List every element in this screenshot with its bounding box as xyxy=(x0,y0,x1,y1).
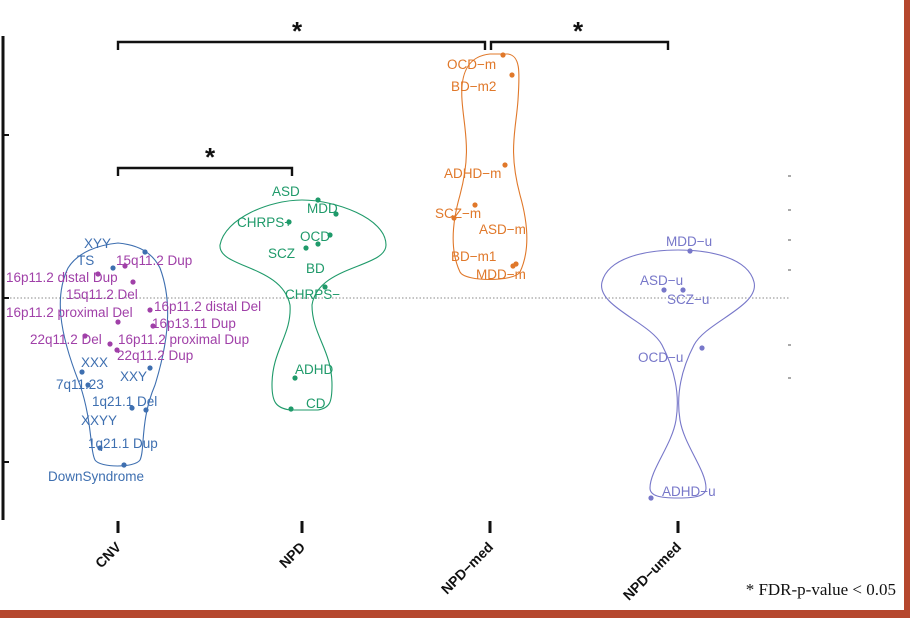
point-label-bd-m1: BD−m1 xyxy=(451,249,496,264)
data-point-cnv-16p11-2-proximal-del xyxy=(115,319,121,325)
point-label-adhd: ADHD xyxy=(295,362,334,377)
data-point-npd-med-asd-m xyxy=(451,215,457,221)
significance-bracket xyxy=(489,40,670,50)
data-point-cnv-downsyndrome xyxy=(121,462,127,468)
point-label-scz-u: SCZ−u xyxy=(667,292,709,307)
significance-star: * xyxy=(573,16,584,46)
data-point-npd-asd xyxy=(315,197,321,203)
data-point-npd-med-ocd-m xyxy=(500,52,506,58)
x-label-cnv: CNV xyxy=(92,538,125,571)
point-label-15q11-2-del: 15q11.2 Del xyxy=(66,287,138,302)
data-point-npd-umed-adhd-u xyxy=(648,495,654,501)
x-label-npd-med: NPD−med xyxy=(438,539,496,597)
point-label-16p11-2-distal-dup: 16p11.2 distal Dup xyxy=(6,270,118,285)
point-label-ocd-m: OCD−m xyxy=(447,57,496,72)
data-point-cnv-xxy xyxy=(147,365,153,371)
point-label-adhd-m: ADHD−m xyxy=(444,166,501,181)
point-label-adhd-u: ADHD−u xyxy=(662,484,716,499)
point-label-15q11-2-dup: 15q11.2 Dup xyxy=(116,253,192,268)
violin-npd-med xyxy=(452,53,528,280)
data-point-cnv-xxx xyxy=(79,369,85,375)
data-point-cnv-15q11-2-dup xyxy=(122,263,128,269)
point-label-mdd: MDD xyxy=(307,201,338,216)
point-label-16p11-2-proximal-del: 16p11.2 proximal Del xyxy=(6,305,133,320)
data-point-cnv-16p11-2-distal-del xyxy=(147,307,153,313)
significance-bracket xyxy=(116,166,294,176)
point-label-scz: SCZ xyxy=(268,246,295,261)
data-point-npd-umed-asd-u xyxy=(661,287,667,293)
point-label-bd-m2: BD−m2 xyxy=(451,79,496,94)
point-label-asd: ASD xyxy=(272,184,300,199)
footnote: * FDR-p-value < 0.05 xyxy=(745,580,896,599)
point-label-mdd-m: MDD−m xyxy=(476,267,526,282)
point-label-22q11-2-del: 22q11.2 Del xyxy=(30,332,102,347)
point-label-chrps: CHRPS+ xyxy=(237,215,292,230)
data-point-cnv-1q21-1-del xyxy=(129,405,135,411)
point-label-16p11-2-proximal-dup: 16p11.2 proximal Dup xyxy=(118,332,249,347)
data-point-npd-mdd xyxy=(333,211,339,217)
frame-border-right xyxy=(904,0,910,618)
data-point-cnv-22q11-2-del xyxy=(82,333,88,339)
point-label-ocd: OCD xyxy=(300,229,330,244)
data-point-cnv-15q11-2-del xyxy=(130,279,136,285)
data-point-npd-adhd xyxy=(292,375,298,381)
data-point-cnv-xyy xyxy=(142,249,148,255)
point-label-downsyndrome: DownSyndrome xyxy=(48,469,144,484)
point-label-chrps: CHRPS− xyxy=(285,287,340,302)
data-point-npd-bd xyxy=(327,232,333,238)
data-point-npd-med-mdd-m xyxy=(510,263,516,269)
data-point-npd-chrps xyxy=(286,219,292,225)
point-label-cd: CD xyxy=(306,396,326,411)
point-label-22q11-2-dup: 22q11.2 Dup xyxy=(117,348,193,363)
point-label-mdd-u: MDD−u xyxy=(666,234,712,249)
data-point-cnv-7q11-23 xyxy=(85,382,91,388)
data-point-npd-umed-scz-u xyxy=(680,287,686,293)
frame-border-bottom xyxy=(0,610,910,618)
point-label-16p11-2-distal-del: 16p11.2 distal Del xyxy=(154,299,261,314)
point-label-1q21-1-del: 1q21.1 Del xyxy=(92,394,157,409)
data-point-cnv-16p11-2-distal-dup xyxy=(95,271,101,277)
significance-star: * xyxy=(292,16,303,46)
point-label-xxy: XXY xyxy=(120,369,147,384)
point-label-16p13-11-dup: 16p13.11 Dup xyxy=(152,316,236,331)
data-point-cnv-16p11-2-proximal-dup xyxy=(107,341,113,347)
point-label-xyy: XYY xyxy=(84,236,111,251)
point-label-xxx: XXX xyxy=(81,355,108,370)
data-point-cnv-1q21-1-dup xyxy=(97,445,103,451)
data-point-cnv-16p13-11-dup xyxy=(150,323,156,329)
point-label-xxyy: XXYY xyxy=(81,413,117,428)
data-point-npd-umed-ocd-u xyxy=(699,345,705,351)
point-label-ocd-u: OCD−u xyxy=(638,350,683,365)
data-point-npd-umed-mdd-u xyxy=(687,248,693,254)
point-label-7q11-23: 7q11.23 xyxy=(56,377,104,392)
data-point-npd-med-adhd-m xyxy=(502,162,508,168)
violin-npd-umed xyxy=(601,249,755,499)
data-point-npd-med-bd-m2 xyxy=(509,72,515,78)
point-label-ts: TS xyxy=(77,253,94,268)
data-point-cnv-xxyy xyxy=(143,407,149,413)
x-label-npd-umed: NPD−umed xyxy=(620,539,684,603)
point-label-asd-m: ASD−m xyxy=(479,222,526,237)
significance-bracket xyxy=(116,40,487,50)
point-label-scz-m: SCZ−m xyxy=(435,206,481,221)
point-label-asd-u: ASD−u xyxy=(640,273,683,288)
significance-star: * xyxy=(205,142,216,172)
data-point-npd-cd xyxy=(288,406,294,412)
data-point-npd-med-scz-m xyxy=(472,202,478,208)
violin-npd xyxy=(219,199,387,411)
data-point-npd-chrps xyxy=(322,284,328,290)
data-point-cnv-ts xyxy=(110,265,116,271)
violin-cnv xyxy=(59,242,169,467)
data-point-npd-scz xyxy=(303,245,309,251)
point-label-1q21-1-dup: 1q21.1 Dup xyxy=(88,436,158,451)
x-label-npd: NPD xyxy=(276,539,308,571)
data-point-npd-ocd xyxy=(315,241,321,247)
point-label-bd: BD xyxy=(306,261,325,276)
data-point-cnv-22q11-2-dup xyxy=(114,347,120,353)
